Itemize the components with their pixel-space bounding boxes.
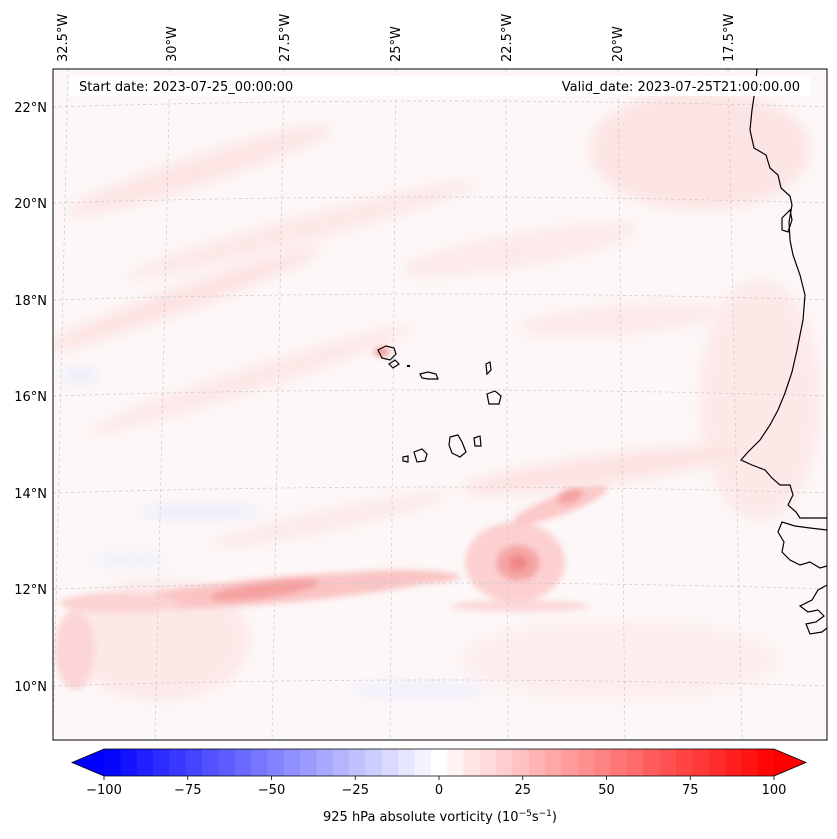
colorbar-cell (234, 749, 252, 776)
colorbar-cell (741, 749, 759, 776)
colorbar-cells (104, 749, 775, 776)
colorbar: −100 −75 −50 −25 0 25 50 75 100 925 hPa absolute… (70, 748, 808, 825)
colorbar-cell (414, 749, 432, 776)
lat-label: 16°N (14, 390, 47, 405)
colorbar-cell (398, 749, 416, 776)
colorbar-cell (594, 749, 612, 776)
colorbar-cell (349, 749, 367, 776)
colorbar-tick-label: 50 (598, 783, 615, 798)
colorbar-cell (381, 749, 399, 776)
colorbar-cell (153, 749, 170, 776)
colorbar-cell (659, 749, 677, 776)
lat-label: 22°N (14, 101, 47, 116)
santiago (448, 434, 467, 458)
colorbar-cell (626, 749, 644, 776)
colorbar-cell (430, 749, 448, 776)
brava (402, 455, 409, 463)
colorbar-tick-label: −25 (342, 783, 369, 798)
colorbar-tick-label: −75 (174, 783, 201, 798)
lat-label: 12°N (14, 583, 47, 598)
colorbar-cell (251, 749, 269, 776)
colorbar-cell (169, 749, 187, 776)
lon-label: 17.5°W (722, 14, 737, 62)
colorbar-cell (496, 749, 514, 776)
colorbar-cell (724, 749, 742, 776)
colorbar-cell (577, 749, 595, 776)
colorbar-cell (267, 749, 285, 776)
colorbar-tick-label: 0 (435, 783, 443, 798)
colorbar-extend-max (774, 749, 806, 776)
colorbar-label: 925 hPa absolute vorticity (10−5s−1) (323, 809, 557, 825)
colorbar-cell (300, 749, 318, 776)
maio (473, 435, 482, 447)
colorbar-cell (528, 749, 546, 776)
colorbar-cell (104, 749, 121, 776)
colorbar-cell (185, 749, 203, 776)
colorbar-cell (120, 749, 138, 776)
cape-verde-islands (377, 345, 502, 463)
colorbar-cell (332, 749, 350, 776)
colorbar-extend-min (72, 749, 104, 776)
header-box (70, 76, 810, 96)
colorbar-cell (365, 749, 383, 776)
santo-antao (377, 345, 397, 361)
colorbar-tick-label: 100 (762, 783, 787, 798)
lat-label: 10°N (14, 680, 47, 695)
lon-label: 22.5°W (500, 14, 515, 62)
colorbar-cell (283, 749, 301, 776)
lat-label: 18°N (14, 294, 47, 309)
longitude-labels: 32.5°W 30°W 27.5°W 25°W 22.5°W 20°W 17.5… (56, 14, 737, 62)
latitude-labels: 22°N 20°N 18°N 16°N 14°N 12°N 10°N (14, 101, 47, 695)
colorbar-cell (757, 749, 775, 776)
colorbar-cell (561, 749, 579, 776)
lon-label: 20°W (611, 26, 626, 62)
valid-date-label: Valid_date: 2023-07-25T21:00:00.00 (562, 80, 800, 95)
colorbar-cell (692, 749, 710, 776)
start-date-label: Start date: 2023-07-25_00:00:00 (79, 80, 293, 95)
coastline (740, 69, 827, 635)
sao-nicolau (419, 371, 439, 380)
colorbar-cell (512, 749, 530, 776)
colorbar-ticks: −100 −75 −50 −25 0 25 50 75 100 (86, 776, 786, 798)
lat-label: 20°N (14, 197, 47, 212)
sao-vicente (388, 359, 400, 369)
lat-label: 14°N (14, 487, 47, 502)
boa-vista (486, 390, 502, 405)
vorticity-maxima (55, 347, 608, 690)
vorticity-field (53, 69, 827, 740)
colorbar-tick-label: −100 (86, 783, 122, 798)
colorbar-tick-label: 75 (682, 783, 699, 798)
colorbar-cell (218, 749, 236, 776)
graticule (53, 69, 827, 740)
colorbar-cell (447, 749, 465, 776)
colorbar-cell (708, 749, 726, 776)
africa-coast (740, 69, 827, 519)
colorbar-cell (479, 749, 497, 776)
colorbar-cell (610, 749, 628, 776)
colorbar-cell (136, 749, 154, 776)
lon-label: 30°W (165, 26, 180, 62)
colorbar-cell (316, 749, 334, 776)
lon-label: 27.5°W (278, 14, 293, 62)
colorbar-cell (545, 749, 563, 776)
lon-label: 25°W (389, 26, 404, 62)
map-frame (52, 68, 828, 741)
colorbar-cell (202, 749, 219, 776)
lon-label: 32.5°W (56, 14, 71, 62)
sal (485, 361, 492, 376)
colorbar-tick-label: −50 (258, 783, 285, 798)
colorbar-tick-label: 25 (514, 783, 531, 798)
colorbar-cell (643, 749, 661, 776)
colorbar-cell (463, 749, 481, 776)
fogo (413, 448, 428, 463)
colorbar-cell (675, 749, 693, 776)
